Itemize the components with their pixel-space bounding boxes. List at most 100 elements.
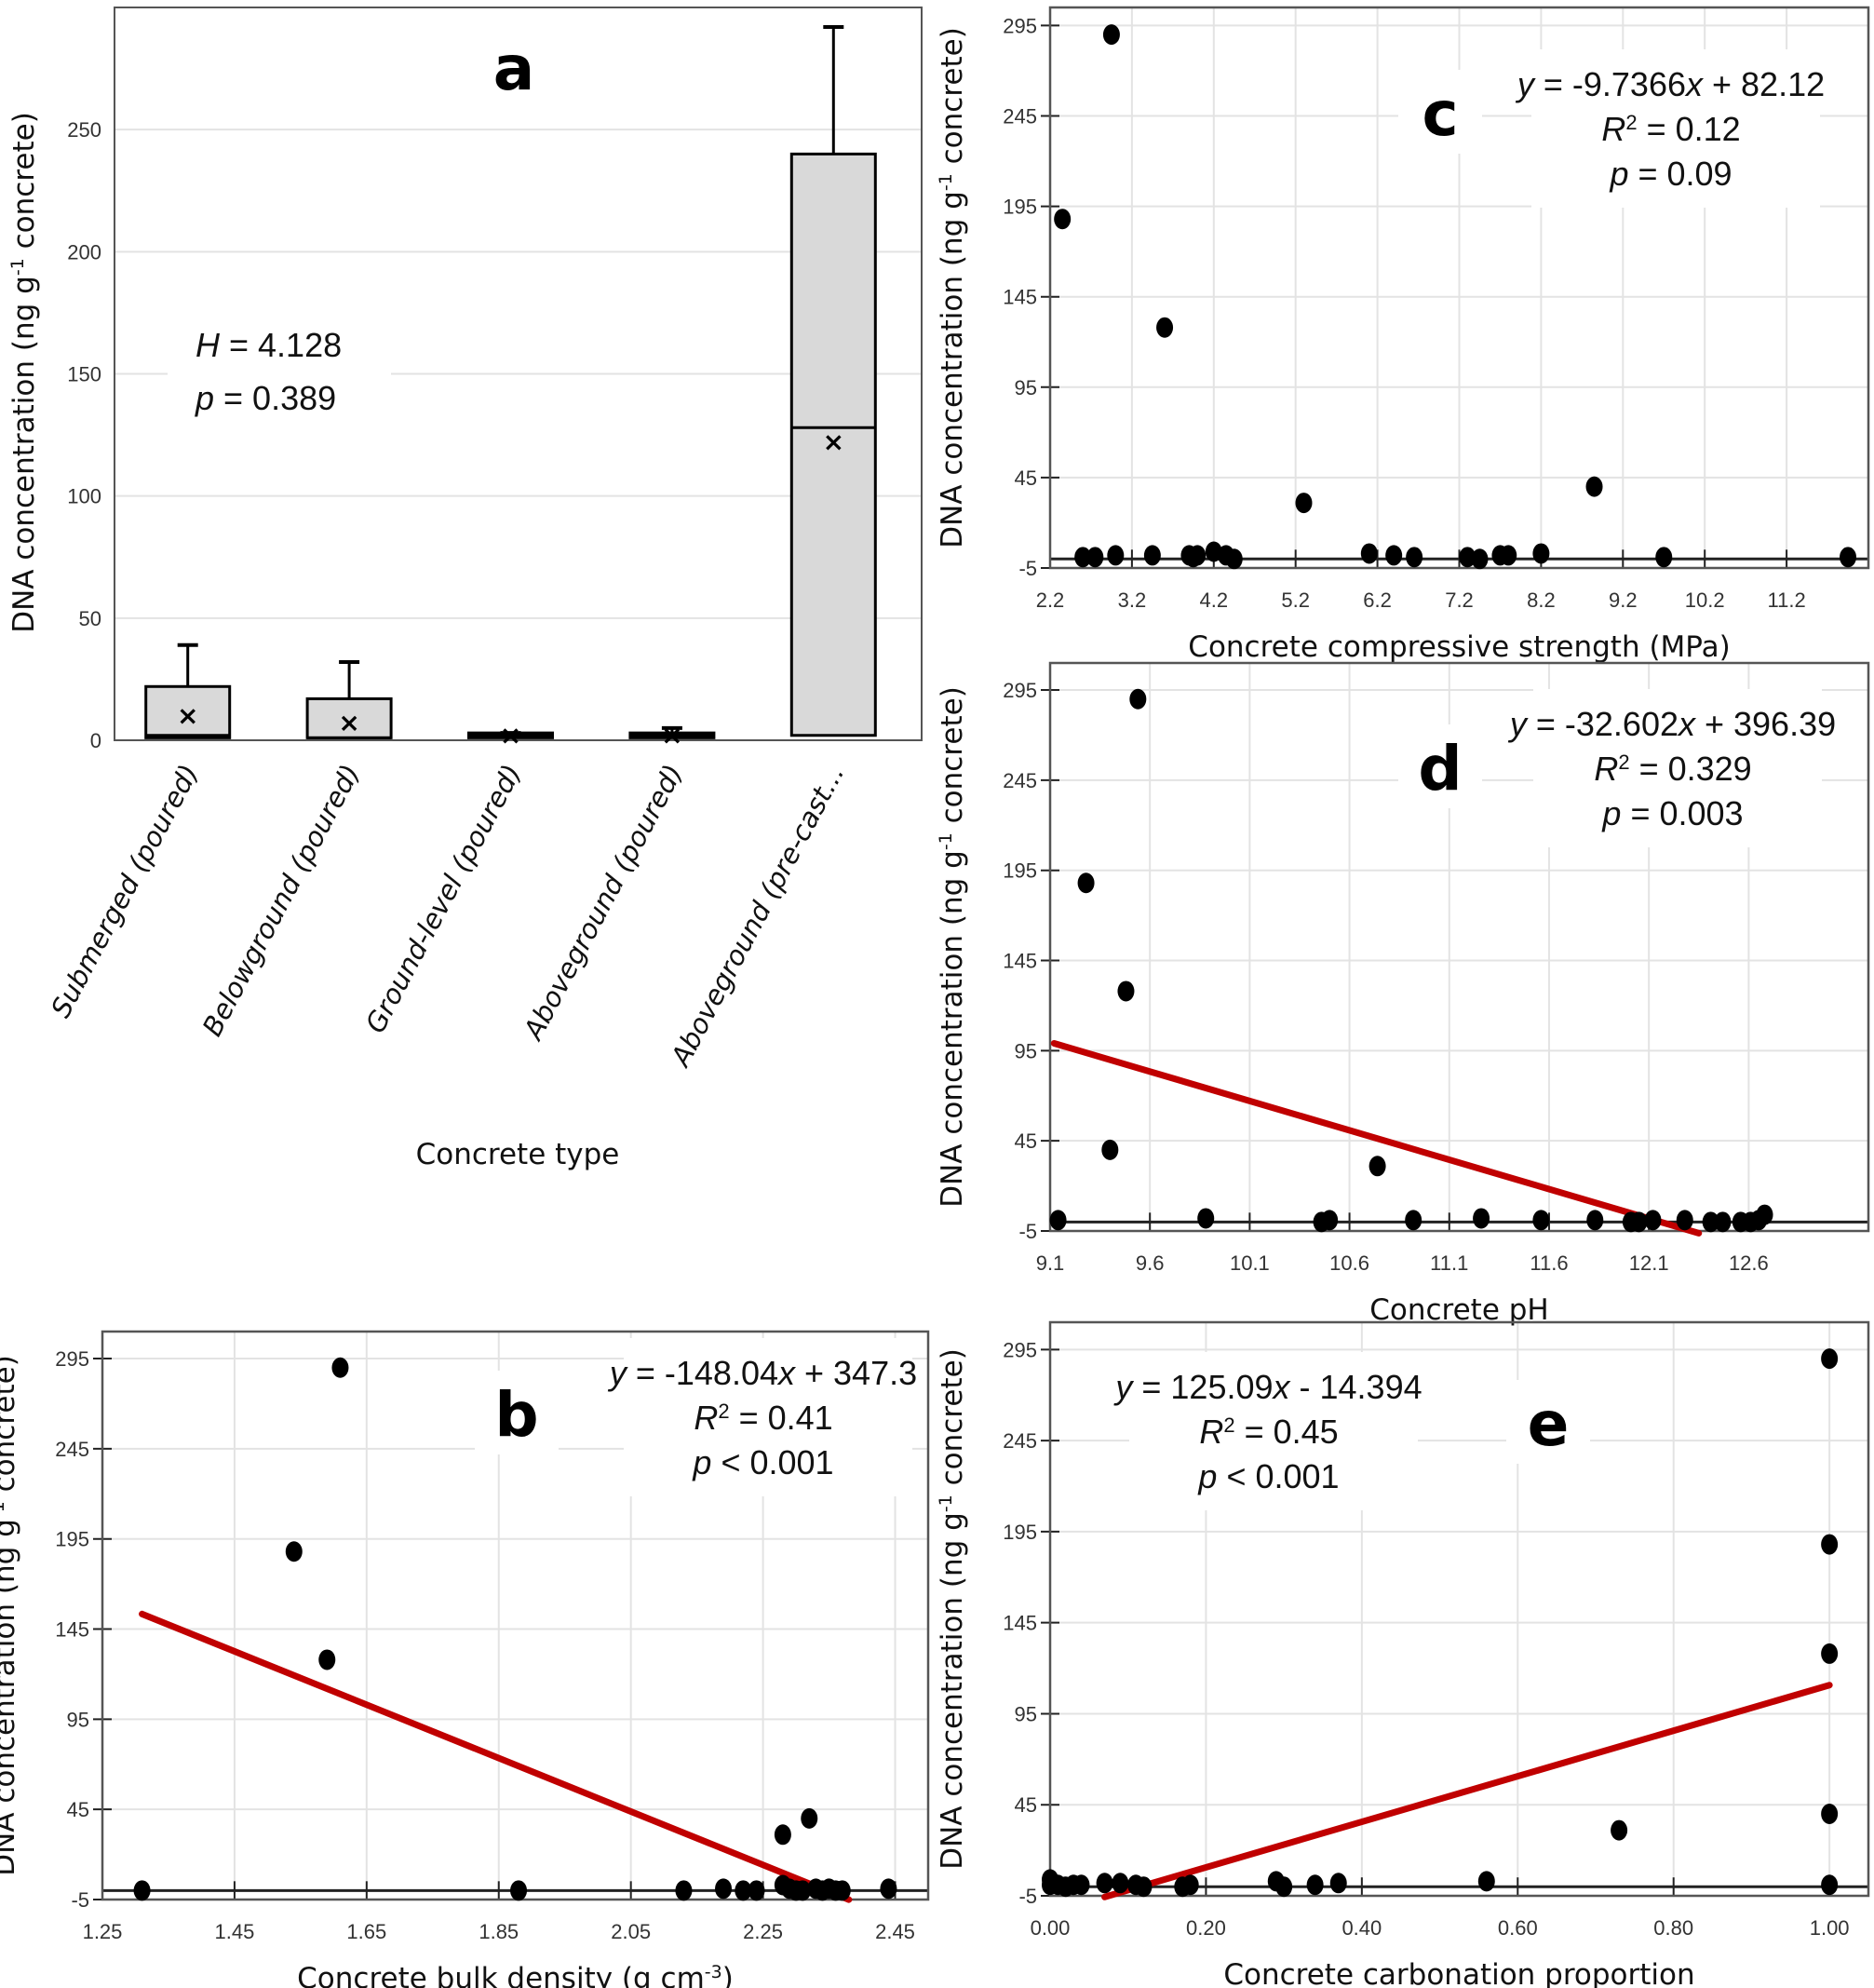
y-tick-label: 195 bbox=[1003, 1521, 1037, 1544]
r-squared: R2 = 0.45 bbox=[1199, 1413, 1338, 1451]
y-axis-title: DNA concentration (ng g-1 concrete) bbox=[936, 686, 969, 1208]
ylabel-superscript: -1 bbox=[7, 258, 28, 276]
x-tick-label: 1.85 bbox=[479, 1920, 519, 1943]
x-tick-label: 6.2 bbox=[1363, 588, 1392, 612]
y-tick-label: 295 bbox=[1003, 1338, 1037, 1361]
data-point bbox=[1054, 209, 1072, 230]
annotation-bg bbox=[1533, 689, 1822, 847]
panel-letter-bg bbox=[1398, 70, 1482, 154]
x-axis-title: Concrete type bbox=[416, 1138, 620, 1171]
data-point bbox=[1049, 1210, 1067, 1231]
box-2: × bbox=[305, 660, 393, 739]
p-value: p < 0.001 bbox=[692, 1443, 833, 1481]
y-tick-label: 100 bbox=[67, 485, 101, 508]
p-value: p = 0.003 bbox=[1601, 794, 1743, 832]
mean-marker: × bbox=[500, 720, 521, 751]
x-tick-label: 11.1 bbox=[1430, 1251, 1468, 1275]
x-tick-label: 10.6 bbox=[1329, 1251, 1369, 1275]
eq-slope: = -32.602 bbox=[1527, 705, 1679, 743]
data-point bbox=[748, 1880, 765, 1901]
y-axis-title: DNA concentration (ng g-1 concrete) bbox=[936, 1348, 969, 1870]
x-tick-label: 10.2 bbox=[1685, 588, 1725, 612]
p-value-text: < 0.001 bbox=[711, 1443, 833, 1481]
x-tick-label: 1.45 bbox=[215, 1920, 255, 1943]
panel-letter-bg bbox=[475, 1371, 559, 1454]
y-tick-label: 195 bbox=[1003, 196, 1037, 219]
box-iqr bbox=[789, 152, 877, 737]
ylabel-superscript: -1 bbox=[0, 1501, 8, 1519]
panel-e: 0.00 0.20 0.40 0.60 0.80 1.00 -5 45 95 145 195 245 2… bbox=[936, 1320, 1870, 1988]
y-tick-label: 195 bbox=[55, 1528, 89, 1551]
data-point bbox=[1077, 872, 1095, 894]
data-point bbox=[1821, 1874, 1839, 1896]
p-value: p < 0.001 bbox=[1197, 1457, 1339, 1495]
xlabel-superscript: -3 bbox=[705, 1962, 722, 1982]
data-point bbox=[1102, 24, 1120, 46]
h-statistic: H = 4.128 bbox=[195, 326, 342, 364]
ylabel-end: concrete) bbox=[0, 1355, 21, 1501]
eq-intercept: + 82.12 bbox=[1703, 65, 1825, 103]
box-1: × bbox=[144, 642, 232, 739]
r2-var: R bbox=[1601, 110, 1625, 148]
p-value: p = 0.389 bbox=[195, 379, 336, 417]
eq-x: x bbox=[776, 1354, 797, 1392]
data-point bbox=[1129, 688, 1147, 710]
x-tick-label: 2.45 bbox=[875, 1920, 915, 1943]
x-tick-label: 11.6 bbox=[1530, 1251, 1568, 1275]
y-tick-label: -5 bbox=[1018, 1220, 1037, 1243]
annotation-bg bbox=[1129, 1352, 1418, 1510]
data-point bbox=[833, 1880, 851, 1901]
category-label: Ground-level (poured) bbox=[359, 759, 528, 1038]
panel-letter: b bbox=[494, 1379, 538, 1451]
mean-marker: × bbox=[177, 700, 198, 731]
data-point bbox=[1840, 547, 1857, 568]
data-point bbox=[1644, 1210, 1662, 1231]
ylabel-main: DNA concentration (ng g bbox=[936, 191, 969, 548]
y-tick-label: 145 bbox=[1003, 1612, 1037, 1635]
data-point bbox=[1459, 547, 1476, 568]
p-var: p bbox=[1197, 1457, 1217, 1495]
data-point bbox=[1181, 1874, 1199, 1896]
data-point bbox=[1821, 1804, 1839, 1824]
y-tick-label: -5 bbox=[1018, 557, 1037, 580]
y-tick-label: 250 bbox=[67, 118, 101, 142]
data-point bbox=[794, 1880, 812, 1901]
ylabel-superscript: -1 bbox=[936, 832, 956, 850]
data-point bbox=[1676, 1210, 1693, 1231]
y-tick-label: 50 bbox=[79, 607, 101, 630]
y-tick-label: 295 bbox=[1003, 679, 1037, 702]
trendline bbox=[1101, 1682, 1833, 1900]
data-point bbox=[1532, 543, 1550, 564]
panel-letter-bg bbox=[1506, 1380, 1590, 1464]
ylabel-main: DNA concentration (ng g bbox=[936, 1512, 969, 1870]
y-axis-title: DNA concentration (ng g-1 concrete) bbox=[7, 112, 41, 633]
data-point bbox=[801, 1807, 818, 1829]
data-point bbox=[1197, 1208, 1215, 1229]
r2-value: = 0.41 bbox=[730, 1399, 833, 1437]
r2-var: R bbox=[1594, 750, 1618, 788]
trendline bbox=[139, 1610, 853, 1903]
mean-marker: × bbox=[823, 426, 844, 457]
xlabel-end: ) bbox=[722, 1962, 734, 1988]
x-tick-label: 0.60 bbox=[1498, 1916, 1538, 1940]
y-tick-label: 0 bbox=[90, 729, 101, 752]
mean-marker: × bbox=[661, 720, 682, 751]
y-tick-label: 95 bbox=[1015, 1702, 1037, 1725]
data-point bbox=[1096, 1873, 1113, 1894]
data-point bbox=[675, 1880, 693, 1901]
ylabel-superscript: -1 bbox=[936, 173, 956, 191]
y-axis-title: DNA concentration (ng g-1 concrete) bbox=[0, 1355, 21, 1876]
data-point bbox=[1385, 545, 1403, 566]
data-point bbox=[1500, 545, 1517, 566]
y-tick-label: 195 bbox=[1003, 859, 1037, 883]
eq-intercept: - 14.394 bbox=[1290, 1368, 1422, 1406]
data-point bbox=[1714, 1211, 1732, 1233]
eq-y: y bbox=[607, 1354, 628, 1392]
eq-x: x bbox=[1272, 1368, 1292, 1406]
ylabel-main: DNA concentration (ng g bbox=[7, 276, 41, 633]
r-squared: R2 = 0.41 bbox=[694, 1399, 832, 1437]
data-point bbox=[1477, 1871, 1495, 1892]
data-point bbox=[1655, 547, 1673, 568]
y-tick-label: 145 bbox=[55, 1618, 89, 1642]
